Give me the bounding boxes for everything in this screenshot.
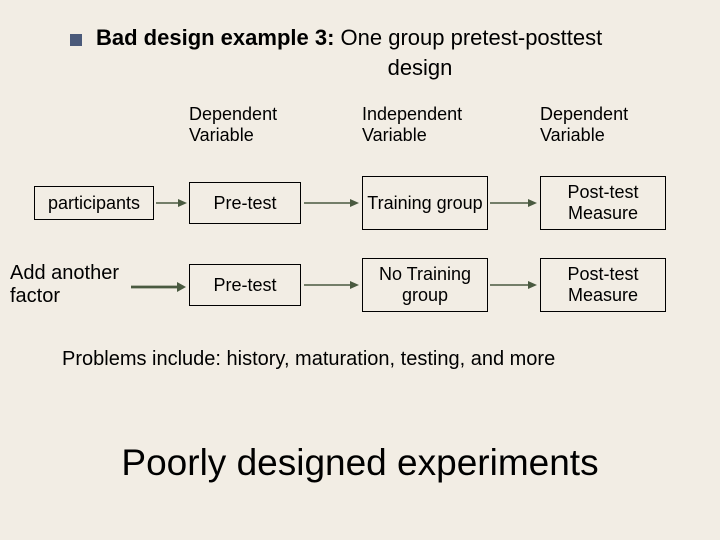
bullet-square-icon <box>70 34 82 46</box>
pretest-box: Pre-test <box>189 264 301 306</box>
arrow-icon <box>156 196 188 210</box>
arrow-icon <box>304 196 360 210</box>
participants-box: participants <box>34 186 154 220</box>
title-subline: design <box>150 54 690 82</box>
flow-row-1: participants Pre-test Training group Pos… <box>0 176 720 234</box>
title-rest: One group pretest-posttest <box>334 25 602 50</box>
pretest-box: Pre-test <box>189 182 301 224</box>
flow-row-2: Add another factor Pre-test No Training … <box>0 258 720 316</box>
arrow-icon <box>490 196 538 210</box>
header-dependent-1: Dependent Variable <box>189 104 319 146</box>
header-independent: Independent Variable <box>362 104 502 146</box>
arrow-icon <box>304 278 360 292</box>
no-training-group-box: No Training group <box>362 258 488 312</box>
slide-title: Bad design example 3: One group pretest-… <box>70 24 690 81</box>
problems-text: Problems include: history, maturation, t… <box>62 346 680 372</box>
training-group-box: Training group <box>362 176 488 230</box>
header-dependent-2: Dependent Variable <box>540 104 680 146</box>
title-bold: Bad design example 3: <box>96 25 334 50</box>
arrow-icon <box>490 278 538 292</box>
posttest-box: Post-test Measure <box>540 176 666 230</box>
arrow-icon <box>131 280 187 294</box>
slide-main-title: Poorly designed experiments <box>0 442 720 484</box>
posttest-box: Post-test Measure <box>540 258 666 312</box>
